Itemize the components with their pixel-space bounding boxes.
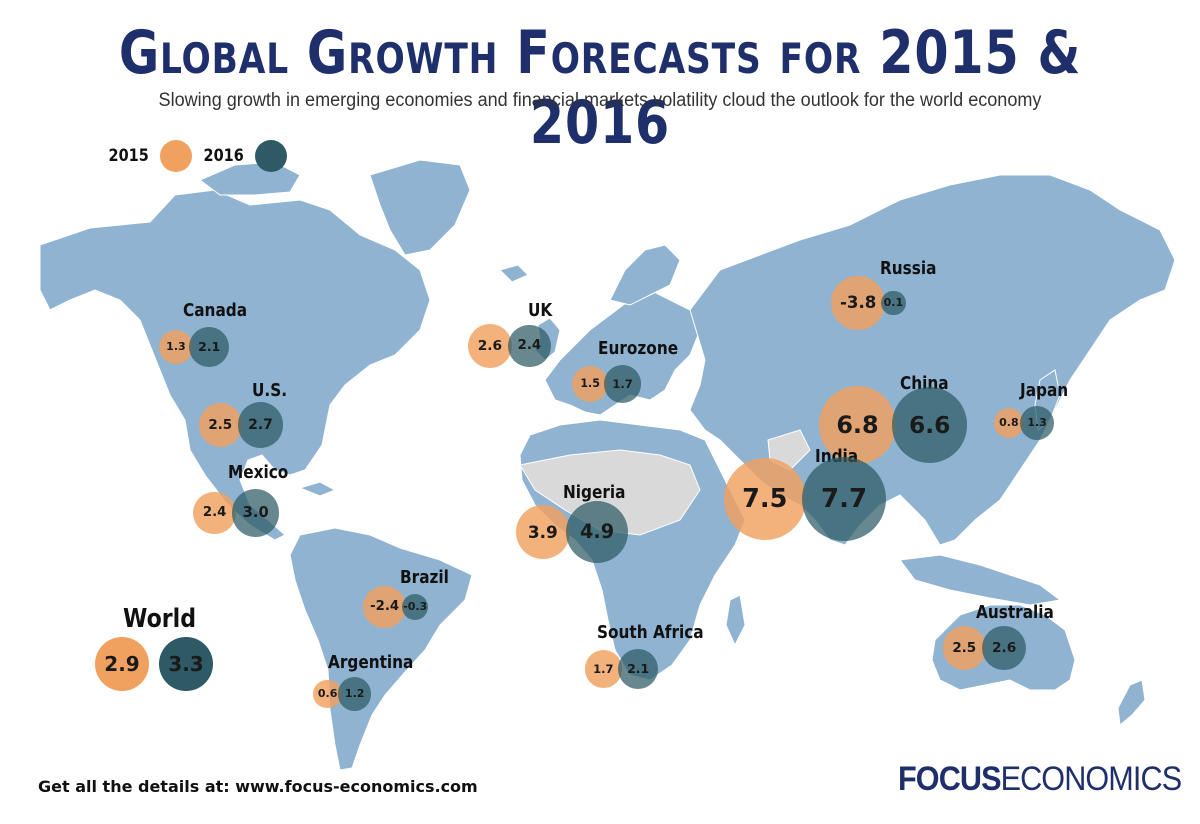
bubble-2015-china: 6.8 [818, 386, 896, 464]
country-label-australia: Australia [976, 602, 1054, 623]
brand-bold: FOCUS [898, 760, 1001, 798]
world-label: World [123, 604, 197, 634]
bubble-2016-mexico: 3.0 [232, 489, 280, 537]
land-arctic-islands [199, 161, 301, 196]
legend-label-2016: 2016 [203, 146, 244, 166]
country-label-argentina: Argentina [328, 652, 414, 673]
land-caribbean [298, 481, 337, 497]
land-greenland [369, 159, 471, 256]
page-title: Global Growth Forecasts for 2015 & 2016 [118, 18, 1082, 158]
footer-details-link[interactable]: Get all the details at: www.focus-econom… [38, 777, 478, 796]
brand-logo: FOCUSECONOMICS [898, 760, 1183, 799]
land-no-data-sahara [519, 449, 701, 536]
bubble-2016-australia: 2.6 [982, 625, 1027, 671]
bubble-2015-brazil: -2.4 [363, 585, 406, 629]
brand-rest: ECONOMICS [1000, 760, 1183, 798]
bubble-2016-russia: 0.1 [881, 290, 906, 316]
bubble-2015-russia: -3.8 [831, 276, 885, 330]
bubble-2015-uk: 2.6 [467, 323, 512, 369]
country-label-south-africa: South Africa [597, 622, 704, 643]
bubble-2016-uk: 2.4 [508, 324, 551, 368]
land-indonesia [899, 554, 1062, 606]
country-label-nigeria: Nigeria [563, 482, 626, 503]
bubble-2015-india: 7.5 [723, 457, 806, 541]
land-scandinavia [609, 244, 681, 306]
bubble-2016-india: 7.7 [802, 456, 887, 542]
land-north-america [39, 189, 431, 541]
country-label-eurozone: Eurozone [598, 338, 679, 359]
country-label-brazil: Brazil [400, 567, 449, 588]
bubble-2016-eurozone: 1.7 [604, 365, 642, 403]
bubble-2015-argentina: 0.6 [313, 679, 342, 709]
bubble-2016-south-africa: 2.1 [618, 648, 659, 690]
legend-dot-2015 [160, 140, 192, 172]
bubble-2015-japan: 0.8 [993, 407, 1024, 439]
bubble-2016-brazil: -0.3 [402, 593, 429, 621]
bubble-2016-argentina: 1.2 [338, 677, 372, 711]
legend-dot-2016 [255, 140, 287, 172]
bubble-2016-canada: 2.1 [189, 326, 230, 368]
bubble-2015-nigeria: 3.9 [515, 504, 570, 560]
bubble-2016-us: 2.7 [238, 402, 284, 448]
legend-label-2015: 2015 [108, 146, 149, 166]
world-bubble-2015: 2.9 [95, 637, 149, 691]
country-label-uk: UK [528, 300, 553, 321]
land-new-zealand [1117, 679, 1146, 726]
country-label-japan: Japan [1020, 380, 1069, 401]
bubble-2015-mexico: 2.4 [193, 491, 236, 535]
country-label-canada: Canada [183, 300, 248, 321]
page-subtitle: Slowing growth in emerging economies and… [158, 90, 1042, 111]
land-iceland [499, 264, 529, 283]
bubble-2015-south-africa: 1.7 [584, 650, 622, 688]
country-label-us: U.S. [252, 380, 288, 401]
country-label-mexico: Mexico [228, 462, 289, 483]
bubble-2015-canada: 1.3 [158, 329, 193, 365]
bubble-2015-eurozone: 1.5 [572, 366, 608, 402]
world-bubble-2016: 3.3 [159, 637, 213, 691]
bubble-2016-china: 6.6 [892, 387, 968, 463]
bubble-2016-nigeria: 4.9 [566, 500, 629, 564]
bubble-2015-australia: 2.5 [942, 626, 986, 670]
bubble-2015-us: 2.5 [198, 403, 242, 447]
country-label-russia: Russia [880, 258, 937, 279]
bubble-2016-japan: 1.3 [1020, 405, 1055, 441]
land-south-america [289, 527, 473, 771]
land-madagascar [725, 594, 746, 647]
